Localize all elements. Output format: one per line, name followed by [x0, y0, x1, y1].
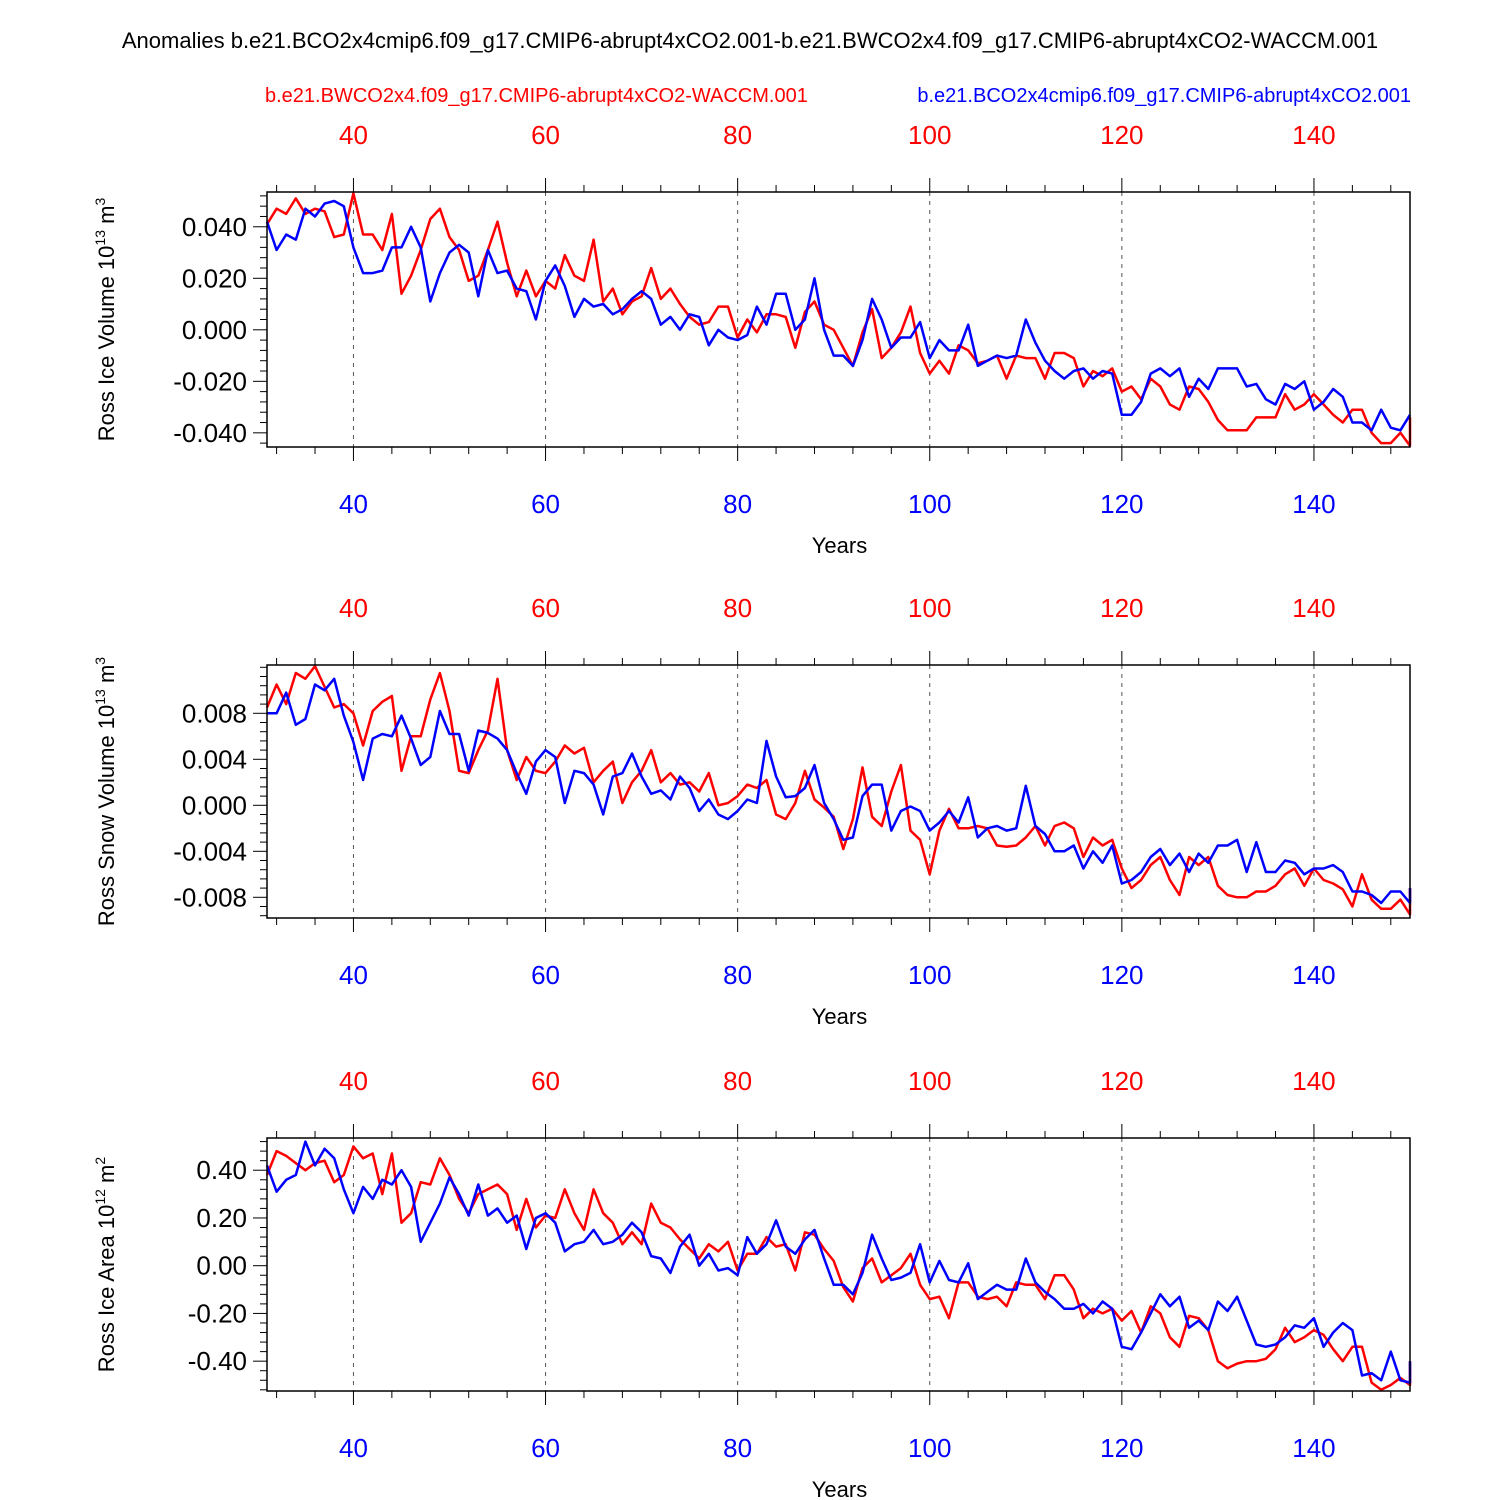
- y-axis-label: Ross Ice Area 1012 m2: [92, 1157, 119, 1373]
- plot-frame: [266, 191, 1411, 448]
- series-line-red: [265, 192, 1412, 447]
- y-tick-label: 0.004: [182, 744, 247, 774]
- x-tick-label-bottom: 60: [531, 1433, 560, 1463]
- x-tick-label-top: 80: [723, 1066, 752, 1096]
- x-tick-label-bottom: 80: [723, 489, 752, 519]
- y-tick-label: 0.40: [196, 1155, 247, 1185]
- x-tick-label-bottom: 40: [339, 960, 368, 990]
- y-tick-label: 0.008: [182, 698, 247, 728]
- x-tick-label-bottom: 140: [1292, 489, 1335, 519]
- x-tick-label-bottom: 80: [723, 960, 752, 990]
- y-axis-label: Ross Ice Volume 1013 m3: [92, 198, 119, 442]
- panel-ice-area: 40 40 60 60 80 80 100 100 120 120 140 140 -0.40 -0.20…: [92, 1066, 1412, 1500]
- y-tick-label: 0.20: [196, 1203, 247, 1233]
- x-tick-label-bottom: 120: [1100, 489, 1143, 519]
- x-tick-label-bottom: 40: [339, 1433, 368, 1463]
- x-tick-label-top: 140: [1292, 593, 1335, 623]
- y-tick-label: -0.40: [188, 1346, 247, 1376]
- x-tick-label-top: 120: [1100, 120, 1143, 150]
- series-line-red: [265, 1145, 1412, 1392]
- x-tick-label-bottom: 80: [723, 1433, 752, 1463]
- x-tick-label-bottom: 100: [908, 960, 951, 990]
- x-tick-label-bottom: 60: [531, 960, 560, 990]
- y-tick-label: -0.008: [173, 882, 247, 912]
- panel-ice-volume: 40 40 60 60 80 80 100 100 120 120 140 140 -0.040 -0.0…: [92, 120, 1412, 558]
- y-tick-label: -0.020: [173, 366, 247, 396]
- legend-red-series: b.e21.BWCO2x4.f09_g17.CMIP6-abrupt4xCO2-…: [265, 85, 808, 107]
- x-tick-label-bottom: 100: [908, 1433, 951, 1463]
- y-tick-label: 0.040: [182, 212, 247, 242]
- x-tick-label-bottom: 140: [1292, 960, 1335, 990]
- y-tick-label: -0.040: [173, 418, 247, 448]
- x-tick-label-top: 100: [908, 120, 951, 150]
- x-tick-label-top: 120: [1100, 593, 1143, 623]
- x-tick-label-bottom: 100: [908, 489, 951, 519]
- series-line-blue: [267, 677, 1412, 905]
- y-tick-label: 0.000: [182, 790, 247, 820]
- x-axis-label: Years: [812, 1477, 867, 1500]
- y-axis-label: Ross Snow Volume 1013 m3: [92, 657, 119, 926]
- x-axis-label: Years: [812, 533, 867, 558]
- x-tick-label-bottom: 60: [531, 489, 560, 519]
- x-tick-label-top: 80: [723, 120, 752, 150]
- series-line-blue: [265, 199, 1412, 432]
- plot-frame: [266, 664, 1411, 919]
- x-tick-label-top: 100: [908, 593, 951, 623]
- x-tick-label-top: 40: [339, 120, 368, 150]
- y-tick-label: 0.020: [182, 263, 247, 293]
- x-tick-label-top: 140: [1292, 120, 1335, 150]
- x-tick-label-top: 60: [531, 120, 560, 150]
- x-tick-label-top: 60: [531, 1066, 560, 1096]
- figure-title: Anomalies b.e21.BCO2x4cmip6.f09_g17.CMIP…: [122, 28, 1378, 53]
- legend-blue-series: b.e21.BCO2x4cmip6.f09_g17.CMIP6-abrupt4x…: [917, 85, 1411, 107]
- y-tick-label: 0.000: [182, 315, 247, 345]
- x-tick-label-bottom: 40: [339, 489, 368, 519]
- y-tick-label: -0.20: [188, 1298, 247, 1328]
- x-tick-label-top: 120: [1100, 1066, 1143, 1096]
- x-tick-label-bottom: 120: [1100, 1433, 1143, 1463]
- x-tick-label-top: 40: [339, 1066, 368, 1096]
- x-tick-label-top: 100: [908, 1066, 951, 1096]
- x-tick-label-top: 80: [723, 593, 752, 623]
- x-tick-label-top: 140: [1292, 1066, 1335, 1096]
- series-line-red: [265, 664, 1412, 916]
- series-line-blue: [265, 1140, 1412, 1384]
- x-tick-label-bottom: 120: [1100, 960, 1143, 990]
- x-tick-label-bottom: 140: [1292, 1433, 1335, 1463]
- y-tick-label: -0.004: [173, 836, 247, 866]
- panel-snow-volume: 40 40 60 60 80 80 100 100 120 120 140 140 -0.008 -0.0…: [92, 593, 1412, 1029]
- plot-frame: [266, 1137, 1411, 1392]
- x-tick-label-top: 60: [531, 593, 560, 623]
- x-tick-label-top: 40: [339, 593, 368, 623]
- x-axis-label: Years: [812, 1004, 867, 1029]
- y-tick-label: 0.00: [196, 1251, 247, 1281]
